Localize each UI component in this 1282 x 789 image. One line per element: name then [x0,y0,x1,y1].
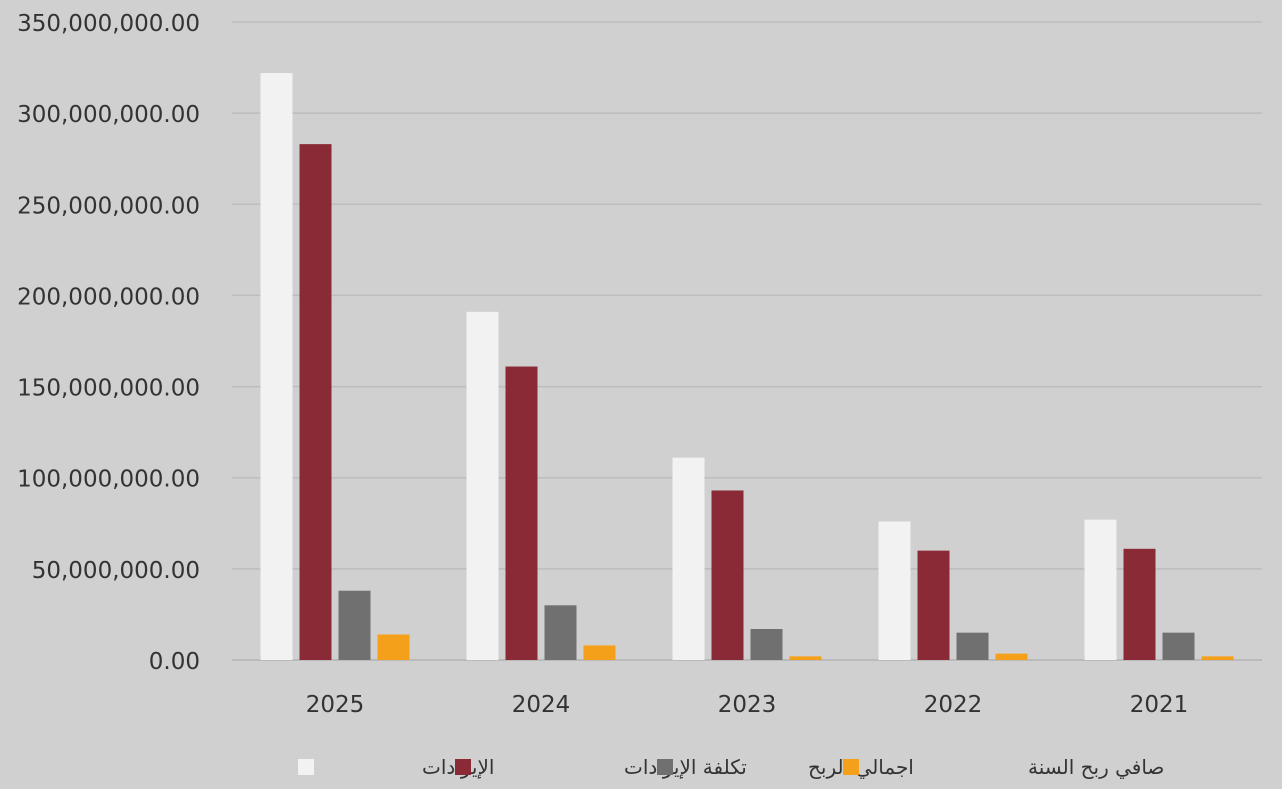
bar-2025-series-2 [299,144,332,661]
legend-item-3: اجمالي الربح [657,755,914,780]
bar-2022-series-1 [878,521,911,660]
bar-2022-series-2 [917,550,950,660]
gridlines [232,21,1262,661]
x-tick-label-2022: 2022 [924,692,983,718]
bar-2024-series-3 [544,605,577,660]
legend-swatch [657,759,673,775]
y-tick-label: 50,000,000.00 [32,558,200,584]
y-tick-label: 0.00 [149,649,200,675]
bar-2023-series-2 [711,490,744,660]
y-tick-label: 300,000,000.00 [17,102,200,128]
bar-2021-series-2 [1123,548,1156,660]
legend-label: صافي ربح السنة [1028,755,1164,780]
bars [260,73,1234,661]
bar-2023-series-4 [789,656,822,660]
bar-2021-series-1 [1084,519,1117,660]
bar-2023-series-1 [672,457,705,660]
bar-2024-series-1 [466,311,499,660]
y-tick-label: 250,000,000.00 [17,193,200,219]
legend-label: تكلفة الإيرادات [624,755,747,779]
bar-2022-series-4 [995,653,1028,660]
y-tick-label: 350,000,000.00 [17,11,200,37]
bar-2021-series-3 [1162,632,1195,660]
bar-2021-series-4 [1201,656,1234,660]
bar-2025-series-1 [260,73,293,661]
bar-2024-series-2 [505,366,538,660]
legend-label: اجمالي الربح [808,755,914,780]
bar-2024-series-4 [583,645,616,660]
legend-swatch [455,759,471,775]
bar-2025-series-3 [338,590,371,660]
legend-swatch [843,759,859,775]
y-axis-tick-labels: 0.00 50,000,000.00 100,000,000.00 150,000,0… [17,11,200,675]
y-tick-label: 200,000,000.00 [17,284,200,310]
legend-item-2: تكلفة الإيرادات [455,755,747,779]
y-tick-label: 100,000,000.00 [17,467,200,493]
bar-2022-series-3 [956,632,989,660]
bar-2023-series-3 [750,629,783,660]
x-tick-label-2023: 2023 [718,692,777,718]
bar-2025-series-4 [377,634,410,660]
x-tick-label-2021: 2021 [1130,692,1189,718]
x-axis-tick-labels: 2025 2024 2023 2022 2021 [306,692,1189,718]
x-tick-label-2024: 2024 [512,692,571,718]
y-tick-label: 150,000,000.00 [17,376,200,402]
x-tick-label-2025: 2025 [306,692,365,718]
legend-swatch [298,759,314,775]
legend-item-4: صافي ربح السنة [843,755,1164,780]
